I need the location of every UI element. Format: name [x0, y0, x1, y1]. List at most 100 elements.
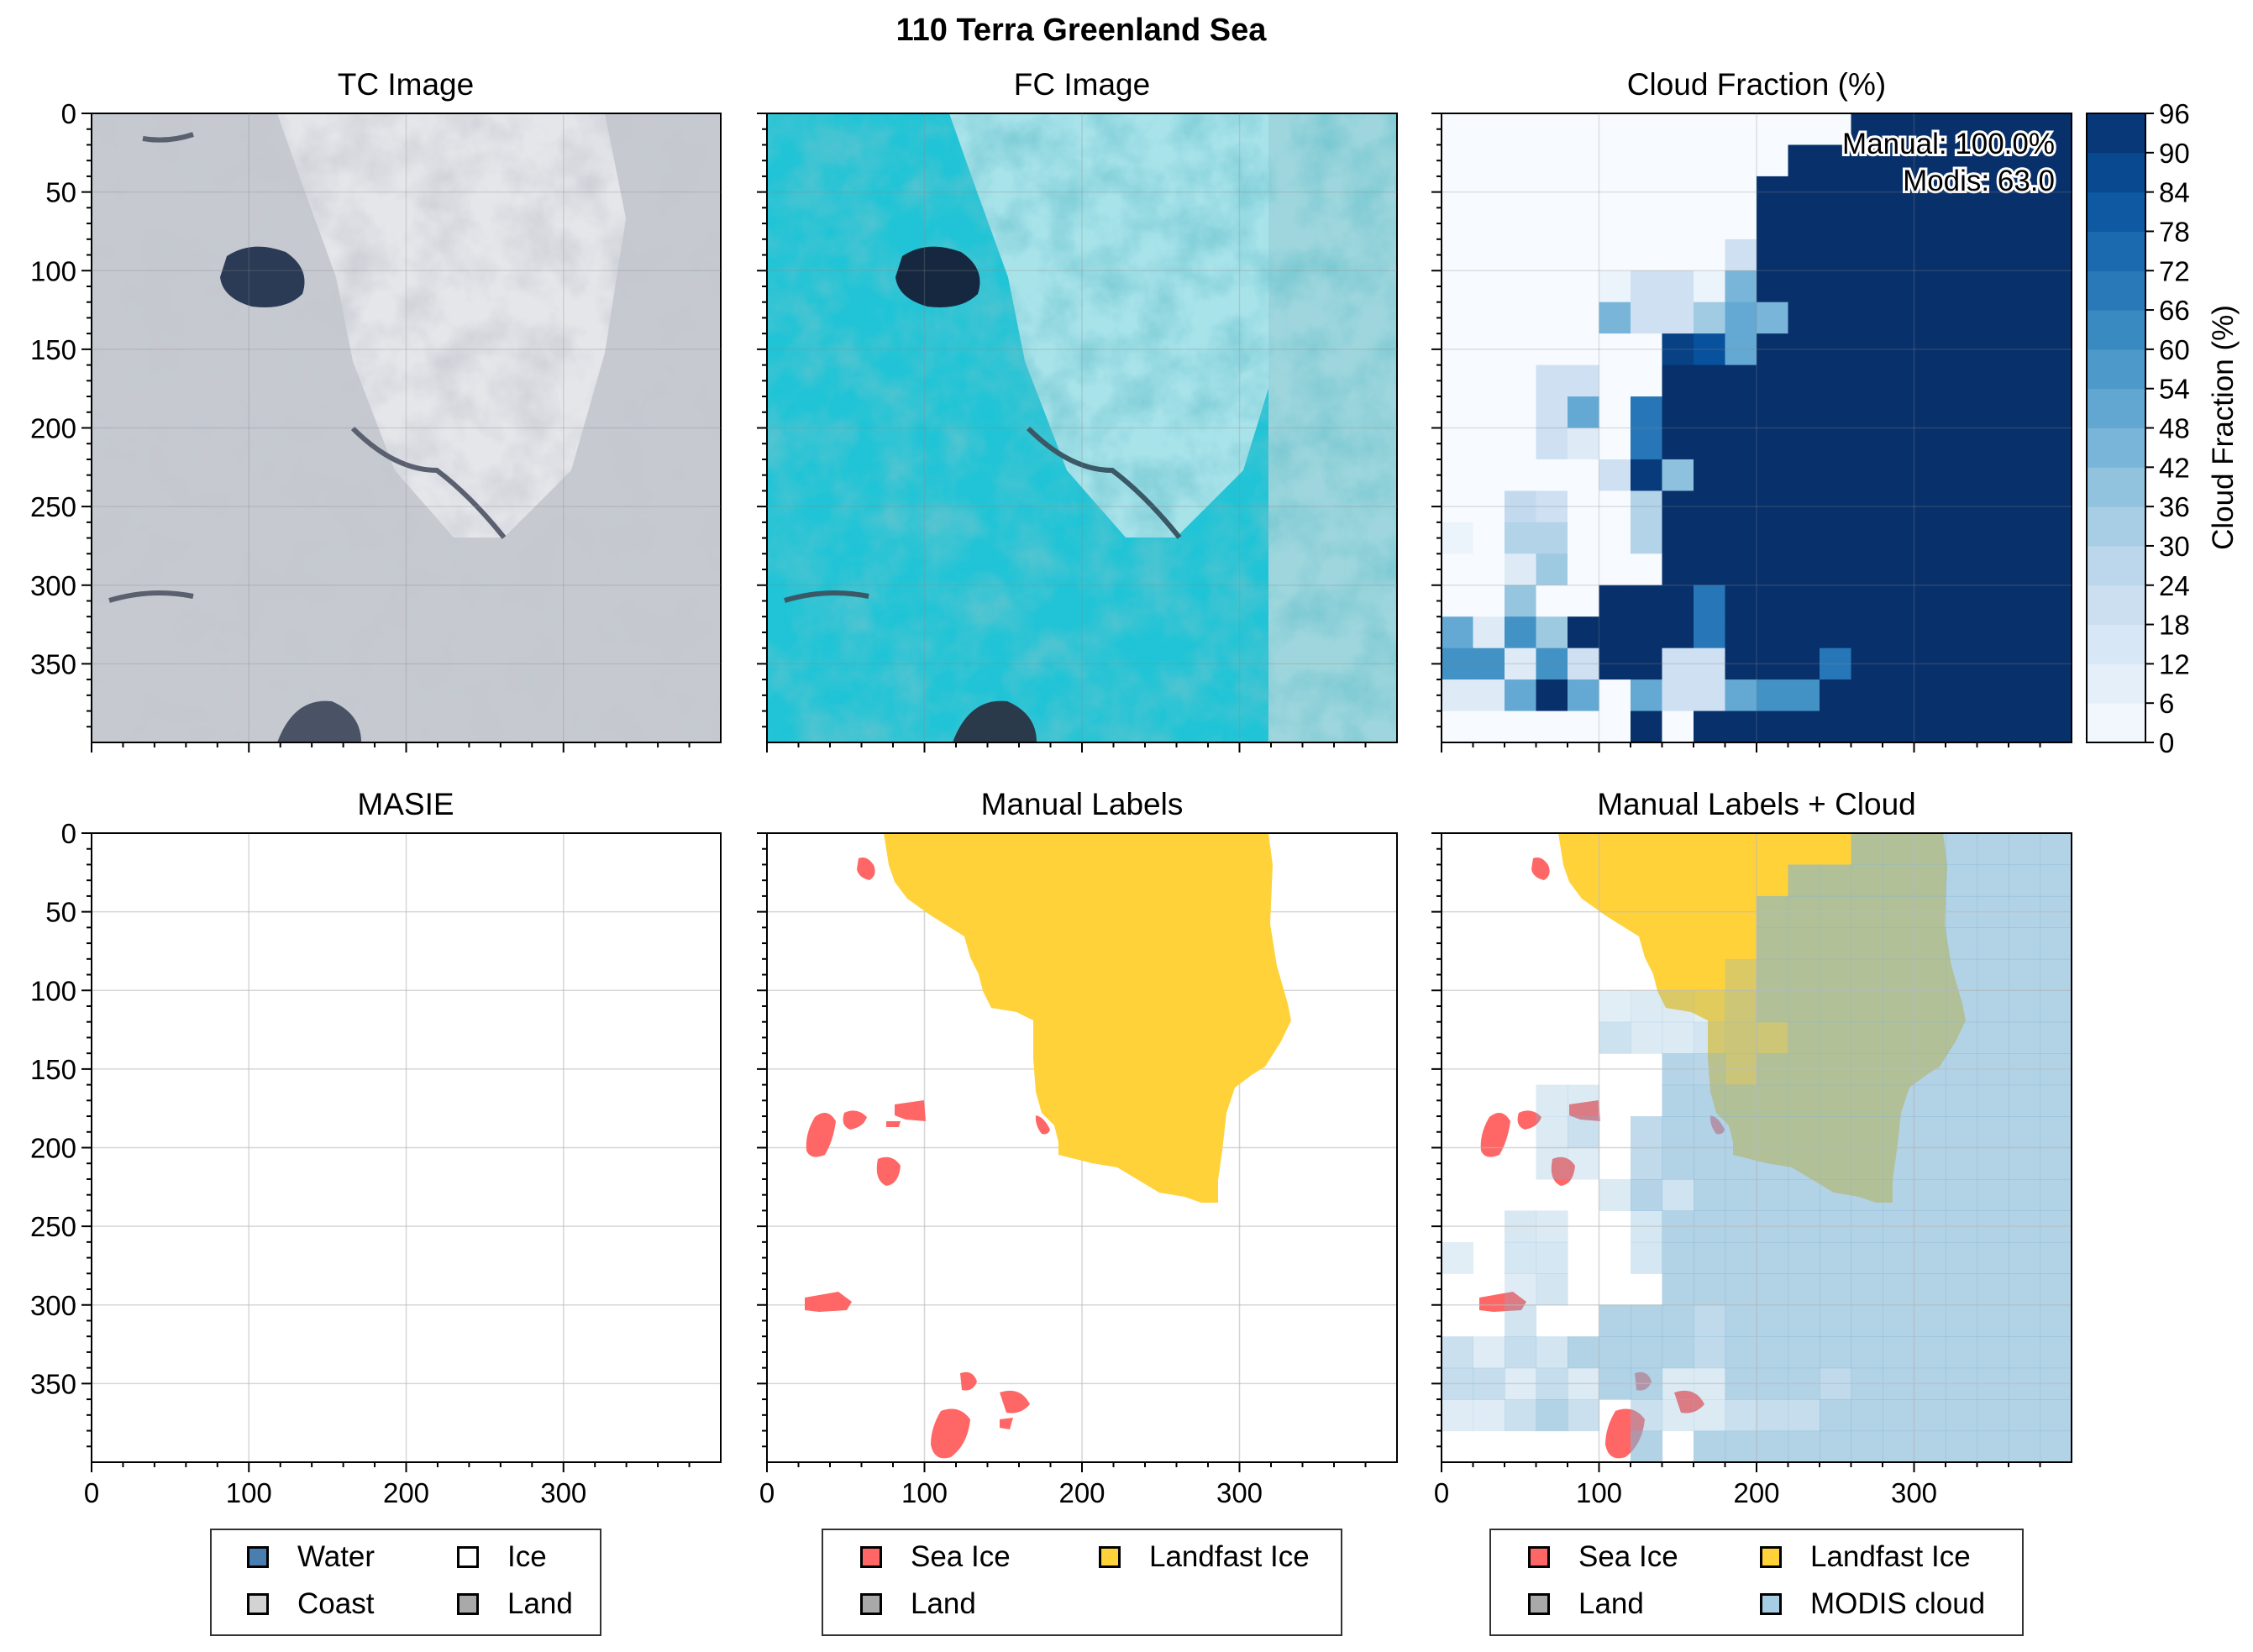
modis-cloud-cell: [1946, 1147, 1978, 1180]
heatmap-cell: [1568, 239, 1600, 271]
heatmap-cell: [1473, 207, 1505, 240]
heatmap-cell: [2009, 490, 2041, 523]
heatmap-cell: [1757, 648, 1789, 680]
legend-item-land: Land: [457, 1587, 573, 1621]
heatmap-cell: [1694, 711, 1726, 743]
modis-cloud-cell: [2040, 990, 2072, 1023]
fc-title: FC Image: [1014, 67, 1150, 102]
heatmap-cell: [1883, 616, 1915, 649]
heatmap-cell: [1599, 679, 1631, 712]
modis-cloud-cell: [2040, 1273, 2072, 1306]
heatmap-cell: [1599, 427, 1631, 460]
colorbar-segment: [2087, 231, 2145, 271]
colorbar-segment: [2087, 663, 2145, 704]
heatmap-cell: [1851, 333, 1883, 366]
heatmap-cell: [1442, 207, 1474, 240]
heatmap-cell: [1631, 113, 1663, 146]
heatmap-cell: [1631, 648, 1663, 680]
heatmap-cell: [1977, 490, 2009, 523]
heatmap-cell: [1725, 679, 1757, 712]
heatmap-cell: [1694, 459, 1726, 491]
fc-image-panel: [767, 113, 1397, 742]
heatmap-cell: [1883, 490, 1915, 523]
manual-cloud-legend: Sea Ice Landfast Ice Land MODIS cloud: [1489, 1529, 2024, 1636]
modis-cloud-cell: [1442, 1241, 1474, 1274]
legend-item-sea-ice: Sea Ice: [860, 1540, 1011, 1574]
heatmap-cell: [2009, 302, 2041, 334]
modis-cloud-cell: [1757, 1178, 1789, 1211]
modis-cloud-cell: [1757, 1304, 1789, 1337]
heatmap-cell: [1977, 585, 2009, 617]
modis-cloud-cell: [2009, 1116, 2041, 1149]
colorbar-segment: [2087, 270, 2145, 311]
modis-cloud-cell: [1820, 1116, 1852, 1149]
heatmap-cell: [1442, 396, 1474, 429]
heatmap-cell: [1977, 522, 2009, 554]
modis-cloud-cell: [1851, 1021, 1883, 1054]
modis-cloud-cell: [1536, 1336, 1568, 1369]
heatmap-cell: [1725, 396, 1757, 429]
x-tick-label: 0: [759, 1477, 775, 1508]
heatmap-cell: [1662, 207, 1694, 240]
heatmap-cell: [1946, 364, 1978, 397]
colorbar-segment: [2087, 427, 2145, 468]
modis-cloud-cell: [1694, 1084, 1726, 1117]
tc-image-open-water: [220, 246, 305, 307]
heatmap-cell: [1662, 553, 1694, 586]
heatmap-cell: [2009, 522, 2041, 554]
modis-cloud-cell: [1883, 833, 1915, 866]
legend-label-coast: Coast: [297, 1587, 375, 1620]
modis-cloud-cell: [1442, 1399, 1474, 1432]
legend-item-land: Land: [1528, 1587, 1644, 1621]
heatmap-cell: [1914, 144, 1946, 177]
modis-cloud-cell: [1725, 1241, 1757, 1274]
heatmap-cell: [1820, 679, 1852, 712]
heatmap-cell: [1883, 113, 1915, 146]
heatmap-cell: [1851, 113, 1883, 146]
modis-cloud-cell: [1820, 1241, 1852, 1274]
modis-cloud-cell: [1788, 1273, 1820, 1306]
heatmap-cell: [1505, 427, 1537, 460]
heatmap-cell: [1851, 396, 1883, 429]
heatmap-cell: [1788, 522, 1820, 554]
heatmap-cell: [1851, 270, 1883, 303]
modis-cloud-cell: [1725, 958, 1757, 991]
heatmap-cell: [1820, 427, 1852, 460]
modis-cloud-cell: [1977, 1241, 2009, 1274]
heatmap-cell: [1820, 302, 1852, 334]
heatmap-cell: [1914, 176, 1946, 208]
heatmap-cell: [1820, 490, 1852, 523]
legend-label-land: Land: [507, 1587, 573, 1620]
x-tick-label: 300: [1891, 1477, 1937, 1508]
modis-cloud-cell: [1977, 1273, 2009, 1306]
modis-cloud-cell: [1473, 1399, 1505, 1432]
modis-cloud-cell: [1977, 1084, 2009, 1117]
sea-ice-floe: [876, 1156, 901, 1186]
modis-cloud-cell: [1977, 1304, 2009, 1337]
heatmap-cell: [1568, 144, 1600, 177]
modis-cloud-cell: [1946, 1273, 1978, 1306]
modis-cloud-cell: [1694, 990, 1726, 1023]
heatmap-cell: [1883, 207, 1915, 240]
heatmap-cell: [1536, 585, 1568, 617]
heatmap-cell: [1883, 648, 1915, 680]
heatmap-cell: [1757, 396, 1789, 429]
heatmap-cell: [1536, 679, 1568, 712]
heatmap-cell: [1694, 302, 1726, 334]
modis-cloud-cell: [1505, 1304, 1537, 1337]
heatmap-cell: [1473, 364, 1505, 397]
modis-cloud-cell: [1757, 1241, 1789, 1274]
modis-cloud-cell: [1883, 1116, 1915, 1149]
heatmap-cell: [1851, 427, 1883, 460]
heatmap-cell: [2009, 176, 2041, 208]
modis-cloud-cell: [2040, 1241, 2072, 1274]
sea-ice-floe: [895, 1100, 926, 1121]
heatmap-cell: [1568, 396, 1600, 429]
modis-cloud-cell: [1694, 1178, 1726, 1211]
sea-ice-floe: [1000, 1390, 1030, 1413]
heatmap-cell: [1820, 396, 1852, 429]
heatmap-cell: [1599, 396, 1631, 429]
modis-cloud-cell: [1914, 1336, 1946, 1369]
modis-cloud-overlay: [1442, 833, 2072, 1463]
heatmap-cell: [2040, 522, 2072, 554]
